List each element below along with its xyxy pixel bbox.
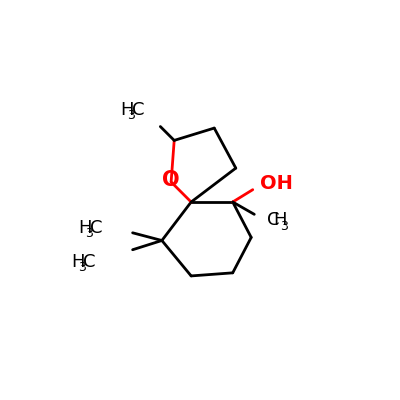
Text: H: H: [273, 212, 287, 230]
Text: H: H: [79, 219, 92, 237]
Text: O: O: [162, 170, 179, 190]
Text: C: C: [90, 219, 103, 237]
Text: 3: 3: [86, 227, 93, 240]
Text: C: C: [132, 101, 144, 119]
Text: C: C: [267, 212, 279, 230]
Text: 3: 3: [127, 109, 135, 122]
Text: OH: OH: [260, 174, 293, 193]
Text: H: H: [120, 101, 134, 119]
Text: C: C: [83, 253, 95, 271]
Text: 3: 3: [78, 261, 86, 274]
Text: 3: 3: [280, 220, 288, 232]
Text: H: H: [71, 253, 84, 271]
